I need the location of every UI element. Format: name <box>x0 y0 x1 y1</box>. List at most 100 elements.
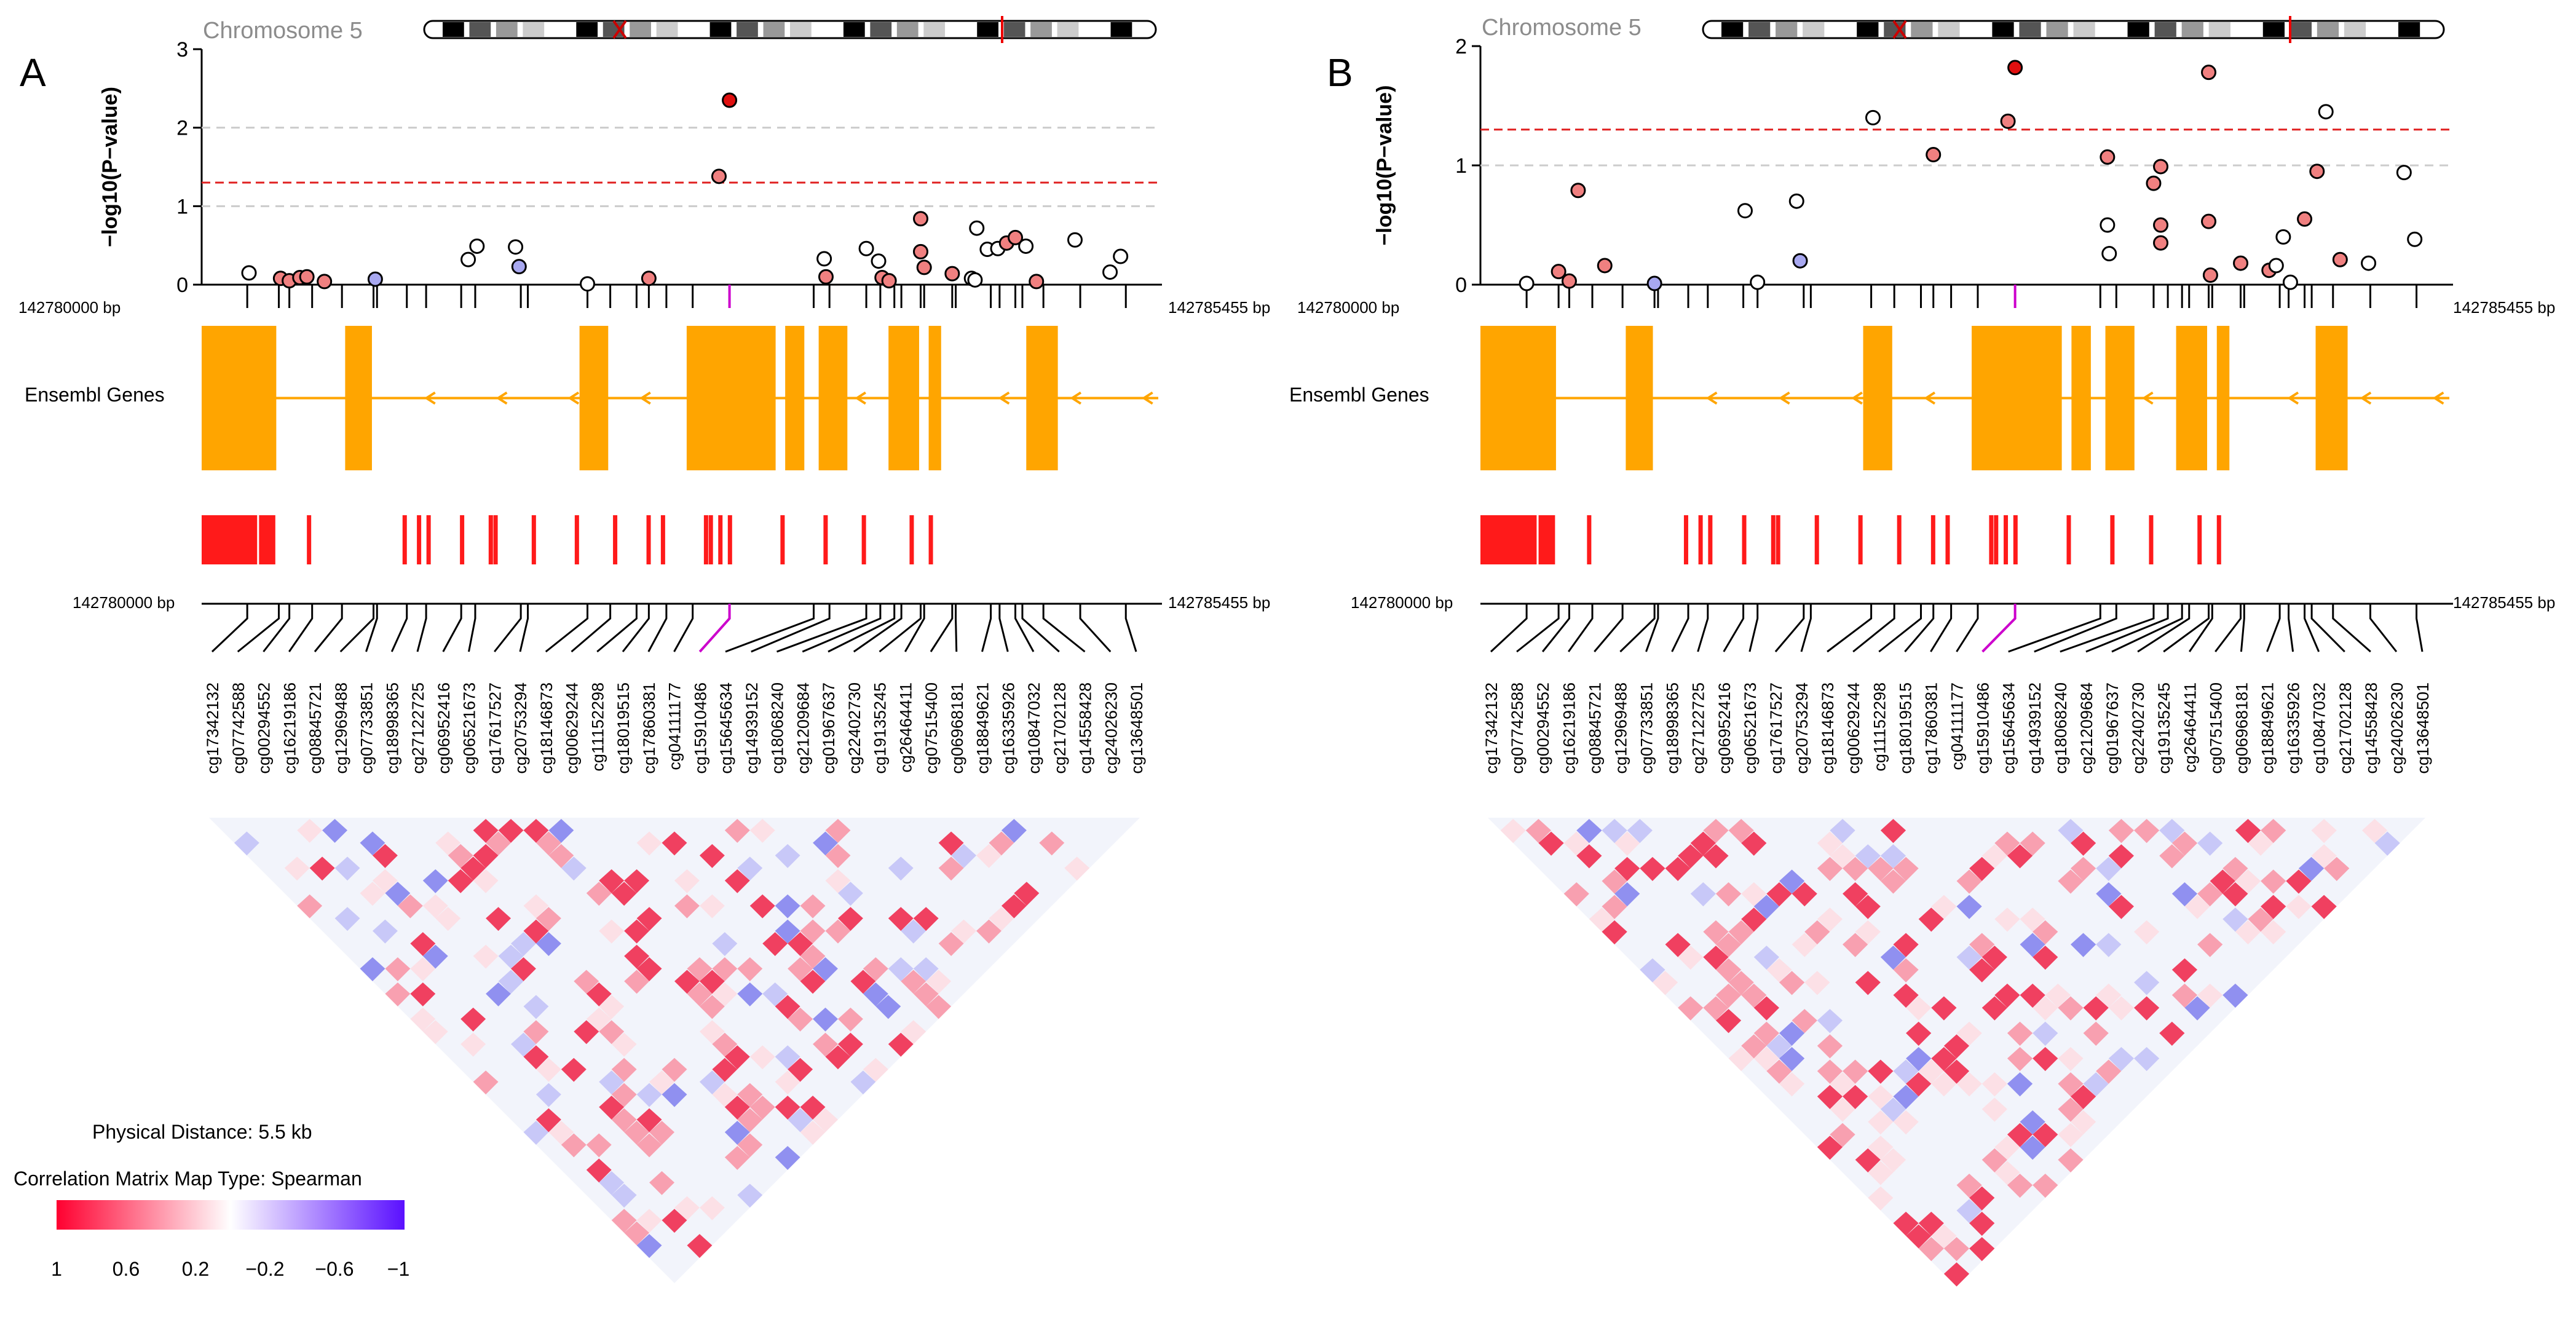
probe-label: cg18146873 <box>1819 682 1837 774</box>
heatmap-cell <box>385 957 411 981</box>
probe-label: cg17342132 <box>203 682 222 774</box>
heatmap-cell <box>1855 895 1881 919</box>
probe-connector <box>1490 604 1528 653</box>
heatmap-cell <box>523 995 549 1019</box>
heatmap-cell <box>535 1083 561 1107</box>
data-point <box>2396 165 2412 181</box>
probe-connector <box>211 604 248 653</box>
heatmap-cell <box>599 1096 625 1120</box>
heatmap-cell <box>2171 958 2198 982</box>
heatmap-cell <box>1906 996 1932 1021</box>
heatmap-cell <box>1893 958 1919 982</box>
heatmap-cell <box>2159 1021 2185 1046</box>
heatmap-cell <box>1855 920 1881 945</box>
heatmap-cell <box>2020 907 2045 932</box>
ideogram-band <box>2100 22 2122 37</box>
heatmap-cell <box>737 1184 763 1208</box>
strand-arrow <box>496 391 508 405</box>
data-point <box>2146 175 2162 191</box>
strand-arrow <box>639 391 651 405</box>
ideogram-band <box>1830 22 1852 37</box>
probe-label: cg21702128 <box>2336 682 2355 774</box>
heatmap-cell <box>1792 933 1817 957</box>
ideogram-band <box>2398 22 2420 37</box>
heatmap-cell <box>788 1108 813 1132</box>
heatmap-cell <box>460 1032 486 1057</box>
heatmap-cell <box>1652 971 1678 995</box>
heatmap-cell <box>888 907 914 931</box>
heatmap-cell <box>460 856 486 881</box>
data-point <box>511 259 527 275</box>
heatmap-cell <box>2033 1174 2058 1198</box>
heatmap-cell <box>1576 819 1602 844</box>
probe-label: cg06521673 <box>460 682 479 774</box>
heatmap-cell <box>749 894 775 919</box>
heatmap-cell <box>1001 819 1027 843</box>
heatmap-cell <box>624 1221 650 1246</box>
heatmap-cell <box>662 1209 687 1233</box>
probe-connector <box>442 604 462 652</box>
ideogram-band <box>843 22 865 37</box>
heatmap-cell <box>1817 1009 1843 1033</box>
heatmap-cell <box>1906 1046 1932 1072</box>
data-point <box>2007 60 2023 76</box>
heatmap-cell <box>2045 983 2071 1008</box>
heatmap-cell <box>1893 1085 1919 1109</box>
cpg-site <box>402 515 407 564</box>
heatmap-cell <box>2184 996 2210 1021</box>
heatmap-cell <box>523 894 549 919</box>
probe-connector <box>365 604 378 652</box>
heatmap-cell <box>599 1020 625 1045</box>
heatmap-cell <box>1931 895 1957 919</box>
heatmap-cell <box>901 1020 926 1045</box>
heatmap-cell <box>1602 869 1627 894</box>
heatmap-cell <box>737 957 763 981</box>
heatmap-cell <box>599 919 625 944</box>
probe-connector <box>2310 604 2345 653</box>
data-point <box>2361 255 2377 271</box>
gene-exon <box>2315 326 2348 470</box>
heatmap-cell <box>2020 933 2045 957</box>
probe-connector <box>776 604 867 653</box>
heatmap-cell <box>535 907 561 931</box>
gene-exon <box>888 326 919 470</box>
probe-label: cg16335926 <box>999 682 1017 774</box>
probe-connector <box>1956 604 1979 652</box>
ideogram-band <box>1721 22 1744 37</box>
heatmap-cell <box>372 919 398 944</box>
heatmap-cell <box>1981 1072 2007 1097</box>
ideogram-band <box>523 22 545 37</box>
cpg-block <box>202 515 258 564</box>
probe-connector <box>2163 604 2210 653</box>
heatmap-cell <box>976 844 1002 868</box>
ideogram-band <box>790 22 812 37</box>
heatmap-cell <box>2261 920 2286 945</box>
gene-exon <box>1026 326 1058 470</box>
heatmap-cell <box>486 907 512 931</box>
heatmap-cell <box>1753 996 1779 1021</box>
probe-connector <box>571 604 612 653</box>
heatmap-cell <box>749 1096 775 1120</box>
heatmap-cell <box>2033 996 2058 1021</box>
heatmap-cell <box>360 957 385 981</box>
probe-connector <box>263 604 291 652</box>
heatmap-cell <box>2083 996 2109 1021</box>
heatmap-cell <box>737 982 763 1006</box>
heatmap-cell <box>1741 831 1767 856</box>
ideogram-band <box>1938 22 1960 37</box>
heatmap-cell <box>662 1083 687 1107</box>
probe-label: cg01967637 <box>2103 682 2122 774</box>
probe-label: cg18019515 <box>614 682 633 774</box>
heatmap-cell <box>1830 819 1855 844</box>
probe-label: cg13648501 <box>1128 682 1146 774</box>
heatmap-cell <box>535 1057 561 1082</box>
heatmap-cell <box>699 1196 725 1220</box>
heatmap-cell <box>2096 933 2122 957</box>
gene-exon <box>2071 326 2091 470</box>
heatmap-cell <box>473 844 499 868</box>
strand-arrow <box>2432 391 2444 405</box>
heatmap-cell <box>498 970 524 994</box>
heatmap-cell <box>535 831 561 856</box>
y-tick-label: 3 <box>176 38 188 61</box>
heatmap-cell <box>737 1133 763 1158</box>
